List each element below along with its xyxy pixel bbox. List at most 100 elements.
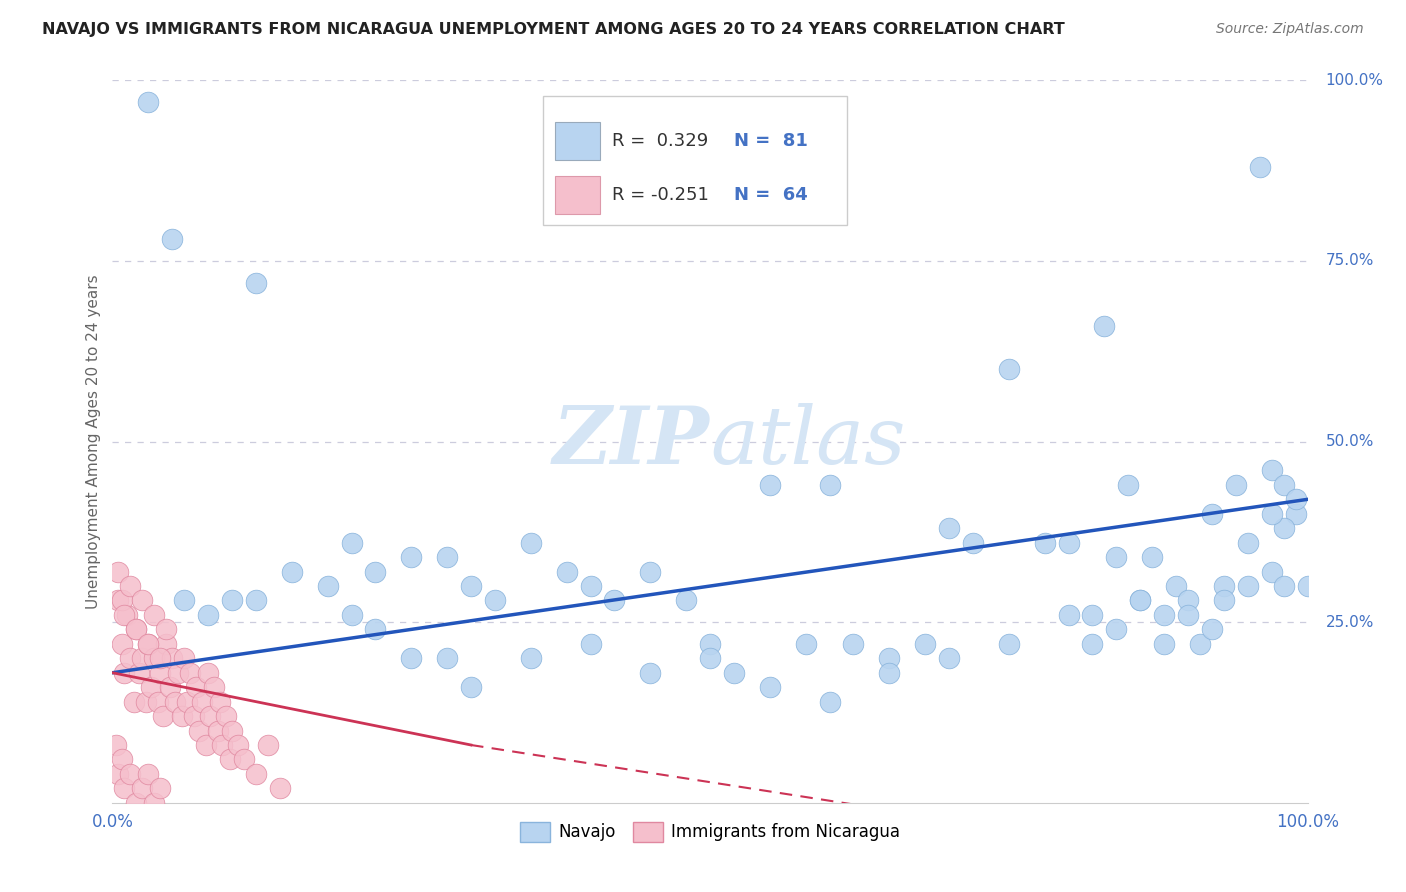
Point	[1166, 579, 1188, 593]
Point	[998, 362, 1021, 376]
Point	[1237, 579, 1260, 593]
Point	[316, 579, 339, 593]
Point	[114, 665, 135, 680]
Legend: Navajo, Immigrants from Nicaragua: Navajo, Immigrants from Nicaragua	[513, 815, 907, 848]
Point	[226, 738, 249, 752]
Point	[938, 521, 960, 535]
Point	[1118, 478, 1140, 492]
Point	[138, 767, 160, 781]
Point	[1296, 579, 1319, 593]
Point	[107, 593, 129, 607]
Point	[122, 695, 145, 709]
Point	[1237, 535, 1260, 549]
Point	[1033, 535, 1056, 549]
Point	[120, 767, 142, 781]
Point	[281, 565, 304, 579]
Point	[211, 738, 233, 752]
Point	[131, 593, 153, 607]
Point	[1105, 623, 1128, 637]
Point	[436, 550, 458, 565]
Point	[1177, 593, 1199, 607]
Point	[215, 709, 238, 723]
Point	[1153, 607, 1175, 622]
Text: ZIP: ZIP	[553, 403, 710, 480]
Point	[167, 665, 190, 680]
Point	[794, 637, 817, 651]
Point	[176, 695, 198, 709]
Point	[1177, 607, 1199, 622]
Point	[579, 579, 602, 593]
Point	[1081, 607, 1104, 622]
Point	[640, 665, 662, 680]
Point	[197, 665, 219, 680]
Point	[818, 478, 841, 492]
FancyBboxPatch shape	[543, 96, 848, 225]
Point	[401, 651, 423, 665]
Point	[340, 607, 363, 622]
Point	[1261, 463, 1284, 477]
Point	[114, 781, 135, 796]
Point	[520, 651, 543, 665]
Y-axis label: Unemployment Among Ages 20 to 24 years: Unemployment Among Ages 20 to 24 years	[86, 274, 101, 609]
Point	[1057, 607, 1080, 622]
Point	[191, 695, 214, 709]
Text: atlas: atlas	[710, 403, 905, 480]
Point	[233, 752, 256, 766]
Point	[138, 95, 160, 109]
Text: 50.0%: 50.0%	[1326, 434, 1374, 449]
Point	[1057, 535, 1080, 549]
Point	[200, 709, 222, 723]
Point	[579, 637, 602, 651]
Point	[1201, 507, 1223, 521]
Point	[173, 593, 195, 607]
Point	[1213, 593, 1236, 607]
Point	[484, 593, 506, 607]
Point	[131, 781, 153, 796]
Point	[460, 680, 482, 694]
Point	[163, 695, 186, 709]
Text: N =  64: N = 64	[734, 186, 807, 204]
Text: Source: ZipAtlas.com: Source: ZipAtlas.com	[1216, 22, 1364, 37]
Point	[520, 535, 543, 549]
Point	[149, 665, 172, 680]
Point	[197, 607, 219, 622]
Point	[245, 593, 267, 607]
Point	[401, 550, 423, 565]
Point	[186, 680, 208, 694]
Point	[155, 637, 177, 651]
Text: 100.0%: 100.0%	[1326, 73, 1384, 87]
Bar	[554, 122, 600, 160]
Point	[187, 723, 209, 738]
Point	[131, 651, 153, 665]
Point	[364, 623, 387, 637]
Point	[125, 796, 148, 810]
Point	[1142, 550, 1164, 565]
Point	[115, 607, 138, 622]
Text: N =  81: N = 81	[734, 132, 808, 150]
Point	[152, 709, 174, 723]
Point	[179, 665, 201, 680]
Point	[128, 665, 150, 680]
Point	[143, 607, 166, 622]
Point	[149, 651, 172, 665]
Point	[202, 680, 225, 694]
Point	[183, 709, 205, 723]
Point	[364, 565, 387, 579]
Text: R =  0.329: R = 0.329	[612, 132, 709, 150]
Point	[173, 651, 195, 665]
Point	[640, 565, 662, 579]
Point	[879, 665, 901, 680]
Point	[125, 623, 148, 637]
Point	[111, 593, 134, 607]
Point	[146, 695, 169, 709]
Point	[1094, 318, 1116, 333]
Point	[209, 695, 232, 709]
Point	[1105, 550, 1128, 565]
Point	[170, 709, 193, 723]
Point	[699, 651, 721, 665]
Point	[818, 695, 841, 709]
Point	[1189, 637, 1212, 651]
Point	[1285, 492, 1308, 507]
Text: R = -0.251: R = -0.251	[612, 186, 709, 204]
Point	[675, 593, 697, 607]
